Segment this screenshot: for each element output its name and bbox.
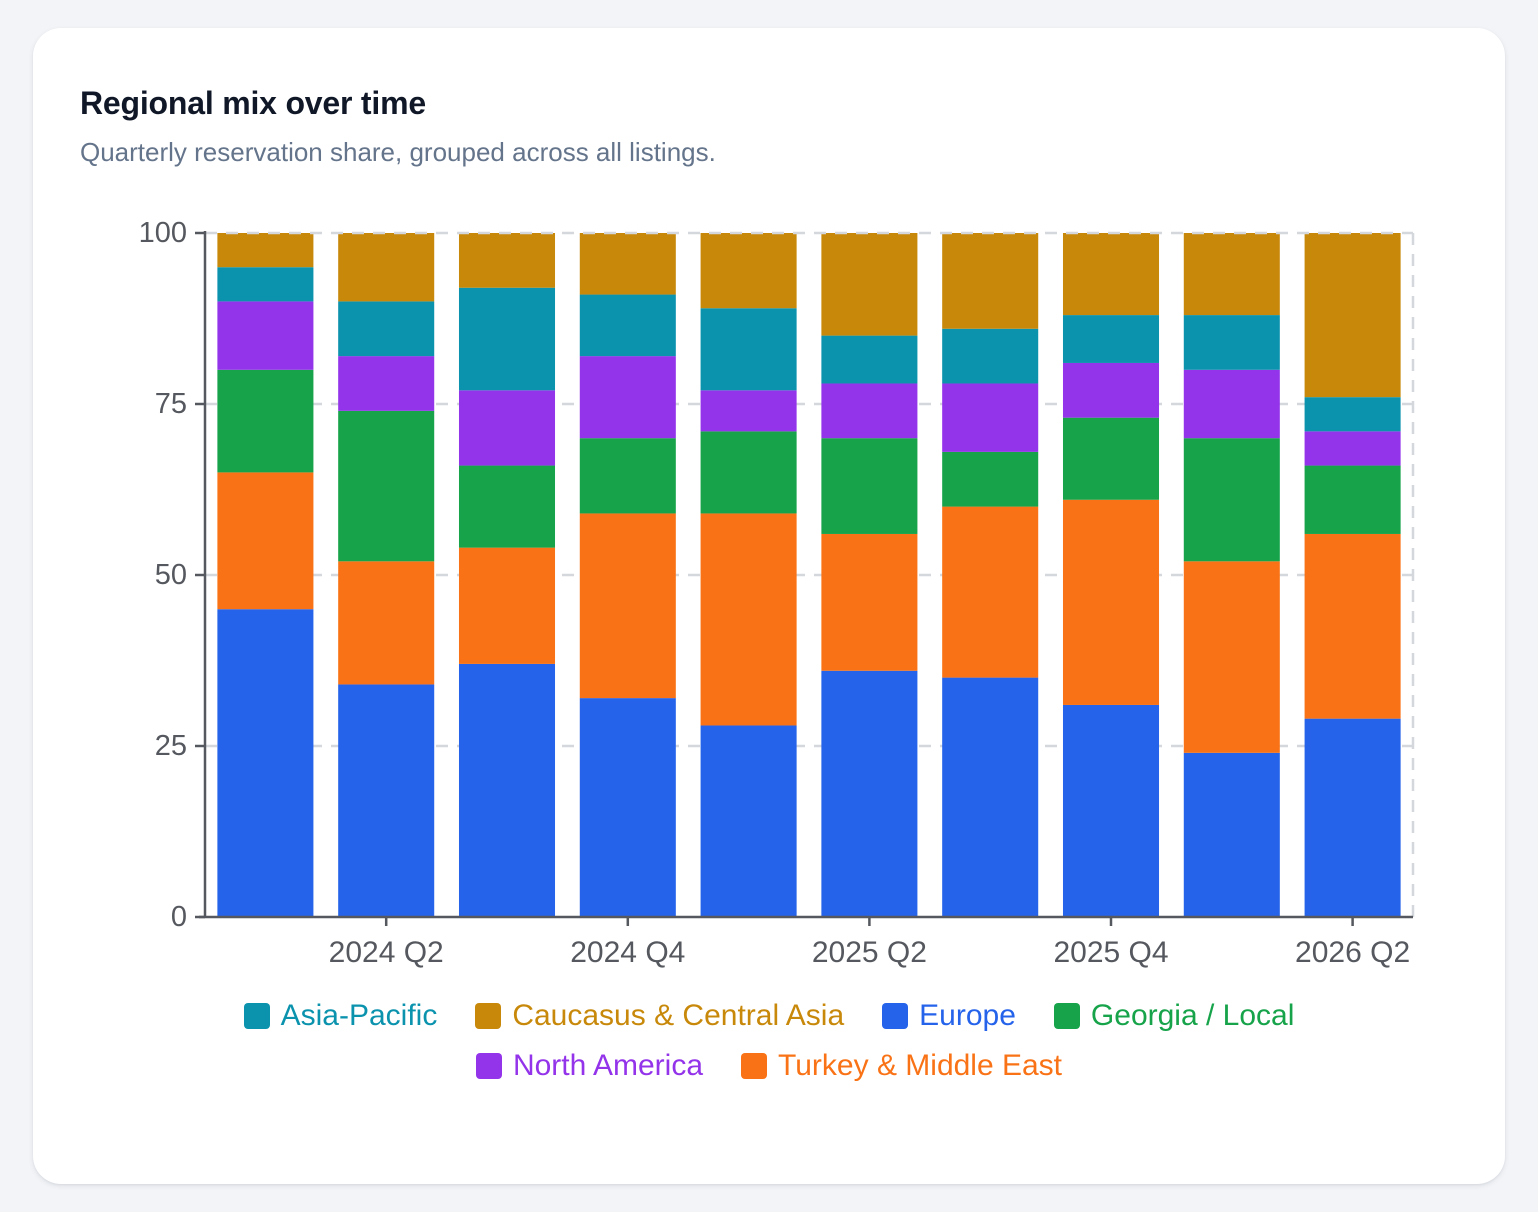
bar-segment xyxy=(579,698,676,917)
bar-segment xyxy=(942,383,1039,452)
legend-item-europe: Europe xyxy=(882,999,1016,1033)
legend-item-georgia-local: Georgia / Local xyxy=(1053,999,1295,1033)
bar-segment xyxy=(1304,718,1401,917)
chart-subtitle: Quarterly reservation share, grouped acr… xyxy=(80,137,716,167)
legend-swatch xyxy=(741,1053,768,1079)
bar-segment xyxy=(700,513,797,726)
x-tick-label: 2024 Q4 xyxy=(570,936,685,969)
regional-mix-stacked-bar-chart: 0 25 50 75 100 2024 Q2 2024 Q4 2025 Q2 2025 Q4 20… xyxy=(139,217,1415,969)
legend-row: North America Turkey & Middle East xyxy=(475,1049,1062,1083)
page-root: Regional mix over time Quarterly reserva… xyxy=(0,28,1538,1184)
bar-segment xyxy=(1062,704,1160,917)
legend-label: North America xyxy=(512,1049,704,1082)
bar-segment xyxy=(1304,465,1401,534)
chart-card: Regional mix over time Quarterly reserva… xyxy=(33,28,1505,1184)
bar-segment xyxy=(338,301,435,357)
bar-segment xyxy=(942,451,1039,507)
legend-label: Europe xyxy=(919,999,1016,1032)
y-tick-label: 75 xyxy=(155,388,187,420)
bar-segment xyxy=(700,233,797,309)
card-header: Regional mix over time Quarterly reserva… xyxy=(33,28,1505,167)
chart-legend: Asia-Pacific Caucasus & Central Asia Europ… xyxy=(33,999,1505,1083)
bar-segment xyxy=(942,506,1039,678)
x-tick-label: 2025 Q2 xyxy=(812,936,927,969)
bar-segment xyxy=(338,356,435,411)
bar-segment xyxy=(217,609,314,917)
legend-label: Caucasus & Central Asia xyxy=(512,999,845,1032)
bar-segment xyxy=(579,513,676,699)
legend-row: Asia-Pacific Caucasus & Central Asia Europ… xyxy=(243,999,1295,1033)
bar-segment xyxy=(217,472,314,610)
legend-label: Georgia / Local xyxy=(1090,999,1295,1032)
y-tick-label: 100 xyxy=(139,217,187,249)
bar-segment xyxy=(1062,499,1160,705)
bar-segment xyxy=(1304,431,1401,466)
bar-segment xyxy=(942,233,1039,329)
bar-segment xyxy=(1183,752,1280,917)
bar-segment xyxy=(1183,438,1280,562)
x-tick-label: 2024 Q2 xyxy=(329,936,444,969)
legend-item-caucasus-central-asia: Caucasus & Central Asia xyxy=(475,999,844,1033)
bar-segment xyxy=(1062,315,1160,363)
bar-segment xyxy=(217,267,314,302)
legend-label: Asia-Pacific xyxy=(280,999,438,1032)
y-tick-label: 25 xyxy=(155,730,187,762)
bar-segment xyxy=(821,533,918,671)
bar-segment xyxy=(821,383,918,439)
bar-segment xyxy=(579,356,676,439)
bar-segment xyxy=(579,438,676,514)
legend-swatch xyxy=(475,1003,502,1029)
chart-area: 0 25 50 75 100 2024 Q2 2024 Q4 2025 Q2 2025 Q4 20… xyxy=(33,205,1505,995)
legend-swatch xyxy=(475,1053,502,1079)
chart-title: Regional mix over time xyxy=(80,85,426,121)
bar-segment xyxy=(1304,397,1401,432)
bar-segment xyxy=(1183,233,1280,316)
bar-segment xyxy=(338,684,435,917)
bar-segment xyxy=(338,233,435,302)
bar-segment xyxy=(458,287,556,391)
bar-segment xyxy=(942,328,1039,384)
bar-segment xyxy=(338,410,435,562)
legend-swatch xyxy=(1053,1003,1080,1029)
bar-segment xyxy=(821,335,918,384)
bar-segment xyxy=(1062,233,1160,316)
bar-segment xyxy=(338,561,435,685)
bar-segment xyxy=(217,301,314,370)
y-tick-label: 50 xyxy=(155,559,187,591)
bar-segment xyxy=(1304,233,1401,398)
bar-segment xyxy=(942,677,1039,917)
bar-segment xyxy=(579,294,676,357)
bar-segment xyxy=(458,547,556,664)
bar-segment xyxy=(700,390,797,432)
bar-segment xyxy=(700,308,797,391)
x-tick-label: 2025 Q4 xyxy=(1053,936,1168,969)
bar-segment xyxy=(700,431,797,514)
bar-segment xyxy=(1062,417,1160,500)
bar-segment xyxy=(821,670,918,917)
bar-segment xyxy=(1183,315,1280,370)
bar-segment xyxy=(700,725,797,917)
bar-segment xyxy=(458,233,556,288)
bar-segment xyxy=(1062,362,1160,418)
bar-segment xyxy=(821,438,918,534)
bar-segment xyxy=(458,663,556,917)
y-tick-label: 0 xyxy=(171,901,187,933)
legend-swatch xyxy=(882,1003,909,1029)
bar-segment xyxy=(217,233,314,268)
legend-item-asia-pacific: Asia-Pacific xyxy=(243,999,438,1033)
legend-label: Turkey & Middle East xyxy=(778,1049,1063,1082)
bar-segment xyxy=(458,465,556,548)
bar-segment xyxy=(458,390,556,466)
bar-segment xyxy=(1183,369,1280,439)
legend-item-turkey-middle-east: Turkey & Middle East xyxy=(741,1049,1062,1083)
x-tick-label: 2026 Q2 xyxy=(1295,936,1410,969)
legend-swatch xyxy=(243,1003,270,1029)
bar-segment xyxy=(1304,533,1401,719)
bar-segment xyxy=(821,233,918,336)
bar-segment xyxy=(217,369,314,473)
bar-segment xyxy=(579,233,676,295)
bar-segment xyxy=(1183,561,1280,753)
legend-item-north-america: North America xyxy=(475,1049,704,1083)
